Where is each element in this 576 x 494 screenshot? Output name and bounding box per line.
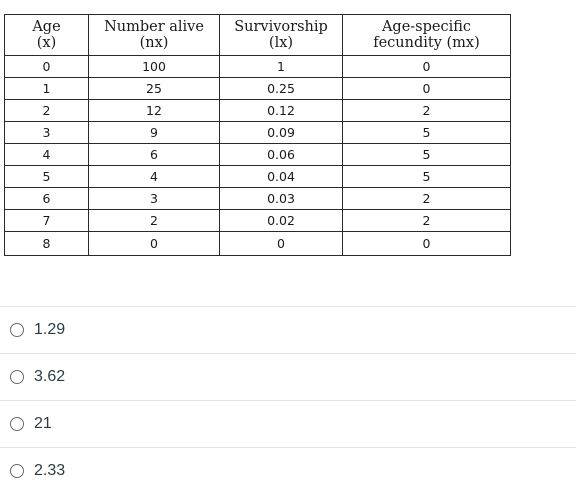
answer-option-label: 3.62 xyxy=(34,368,66,385)
header-fecundity-symbol: fecundity (mx) xyxy=(373,35,480,51)
table-row: 6 3 0.03 2 xyxy=(4,187,511,210)
table-row: 4 6 0.06 5 xyxy=(4,143,511,166)
answer-options: 1.29 3.62 21 2.33 xyxy=(0,306,576,494)
cell-number-alive: 0 xyxy=(88,231,220,256)
table-row: 8 0 0 0 xyxy=(4,231,511,256)
table-row: 7 2 0.02 2 xyxy=(4,209,511,232)
table-row: 5 4 0.04 5 xyxy=(4,165,511,188)
cell-age: 8 xyxy=(4,231,89,256)
cell-age: 2 xyxy=(4,99,89,122)
header-age: Age (x) xyxy=(4,14,89,56)
cell-survivorship: 0 xyxy=(219,231,343,256)
header-survivorship-symbol: (lx) xyxy=(268,35,294,51)
cell-age: 5 xyxy=(4,165,89,188)
cell-fecundity: 2 xyxy=(342,187,511,210)
header-survivorship-title: Survivorship xyxy=(234,19,328,35)
header-age-title: Age xyxy=(32,19,61,35)
cell-fecundity: 0 xyxy=(342,55,511,78)
header-number-alive-title: Number alive xyxy=(104,19,204,35)
header-fecundity: Age-specific fecundity (mx) xyxy=(342,14,511,56)
cell-fecundity: 2 xyxy=(342,209,511,232)
cell-number-alive: 4 xyxy=(88,165,220,188)
answer-option-4[interactable]: 2.33 xyxy=(0,447,576,494)
radio-button-2[interactable] xyxy=(10,370,24,384)
answer-option-2[interactable]: 3.62 xyxy=(0,353,576,400)
cell-age: 6 xyxy=(4,187,89,210)
table-row: 2 12 0.12 2 xyxy=(4,99,511,122)
radio-button-3[interactable] xyxy=(10,417,24,431)
cell-number-alive: 2 xyxy=(88,209,220,232)
cell-fecundity: 0 xyxy=(342,77,511,100)
answer-option-label: 21 xyxy=(34,415,52,432)
cell-number-alive: 12 xyxy=(88,99,220,122)
cell-survivorship: 0.06 xyxy=(219,143,343,166)
cell-fecundity: 5 xyxy=(342,121,511,144)
radio-button-4[interactable] xyxy=(10,464,24,478)
cell-age: 1 xyxy=(4,77,89,100)
cell-survivorship: 0.04 xyxy=(219,165,343,188)
table-header-row: Age (x) Number alive (nx) Survivorship (… xyxy=(4,14,511,56)
header-age-symbol: (x) xyxy=(36,35,57,51)
cell-fecundity: 0 xyxy=(342,231,511,256)
table-row: 0 100 1 0 xyxy=(4,55,511,78)
answer-option-1[interactable]: 1.29 xyxy=(0,306,576,353)
cell-number-alive: 3 xyxy=(88,187,220,210)
radio-button-1[interactable] xyxy=(10,323,24,337)
header-survivorship: Survivorship (lx) xyxy=(219,14,343,56)
cell-survivorship: 0.12 xyxy=(219,99,343,122)
header-number-alive-symbol: (nx) xyxy=(139,35,169,51)
answer-option-3[interactable]: 21 xyxy=(0,400,576,447)
cell-number-alive: 6 xyxy=(88,143,220,166)
header-fecundity-title: Age-specific xyxy=(381,19,472,35)
cell-survivorship: 0.02 xyxy=(219,209,343,232)
cell-age: 3 xyxy=(4,121,89,144)
header-number-alive: Number alive (nx) xyxy=(88,14,220,56)
life-table: Age (x) Number alive (nx) Survivorship (… xyxy=(4,14,511,256)
cell-fecundity: 5 xyxy=(342,165,511,188)
cell-survivorship: 0.09 xyxy=(219,121,343,144)
cell-fecundity: 5 xyxy=(342,143,511,166)
cell-age: 0 xyxy=(4,55,89,78)
table-row: 3 9 0.09 5 xyxy=(4,121,511,144)
cell-age: 7 xyxy=(4,209,89,232)
answer-option-label: 1.29 xyxy=(34,321,66,338)
table-row: 1 25 0.25 0 xyxy=(4,77,511,100)
cell-survivorship: 1 xyxy=(219,55,343,78)
cell-fecundity: 2 xyxy=(342,99,511,122)
cell-number-alive: 25 xyxy=(88,77,220,100)
cell-survivorship: 0.25 xyxy=(219,77,343,100)
answer-option-label: 2.33 xyxy=(34,462,66,479)
cell-number-alive: 9 xyxy=(88,121,220,144)
cell-age: 4 xyxy=(4,143,89,166)
cell-survivorship: 0.03 xyxy=(219,187,343,210)
cell-number-alive: 100 xyxy=(88,55,220,78)
